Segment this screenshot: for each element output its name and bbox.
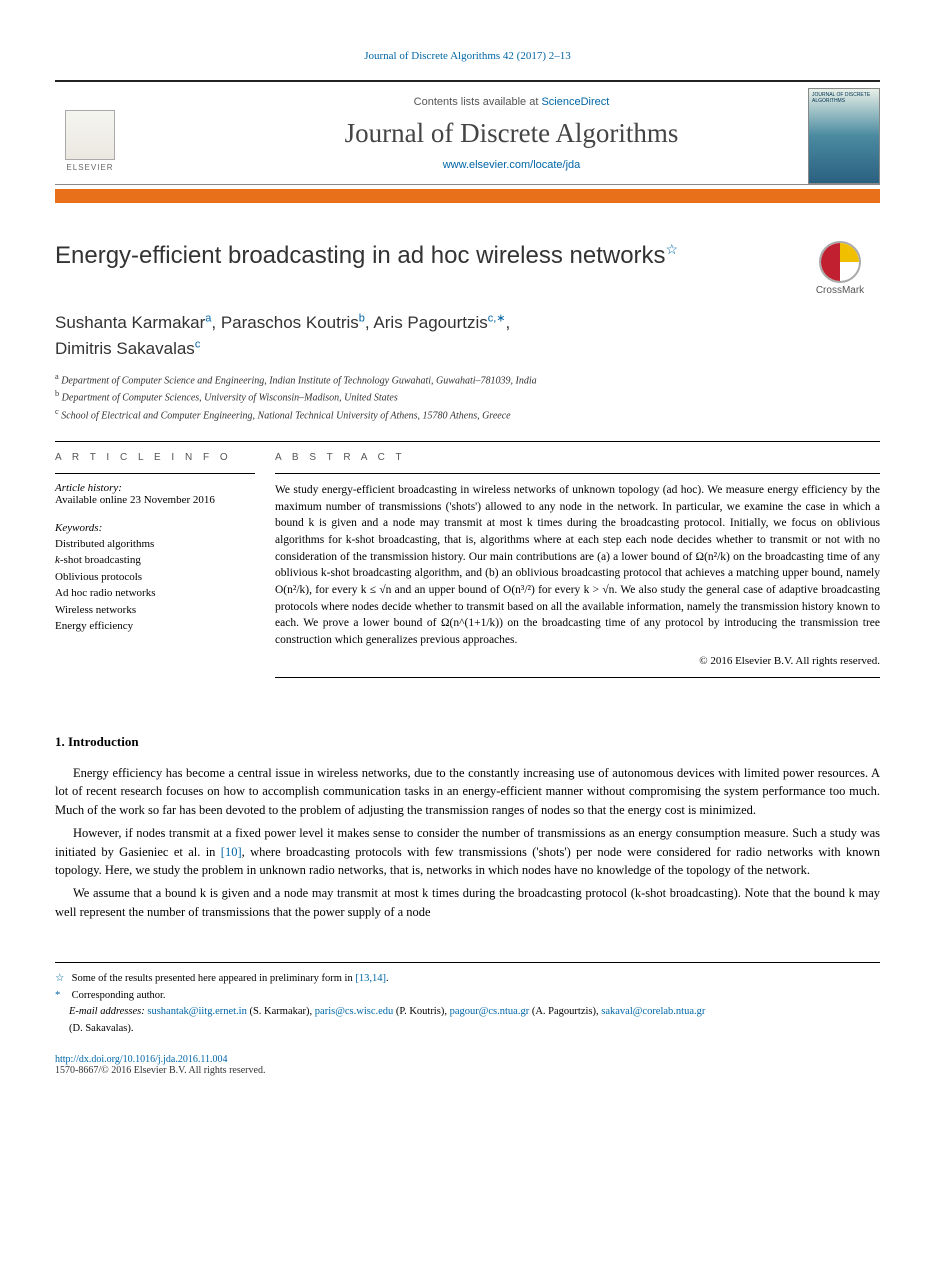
paper-title: Energy-efficient broadcasting in ad hoc … (55, 241, 800, 270)
citation-line: Journal of Discrete Algorithms 42 (2017)… (55, 50, 880, 62)
email-link[interactable]: paris@cs.wisc.edu (315, 1006, 393, 1017)
author: Sushanta Karmakara (55, 313, 211, 332)
section-heading-intro: 1. Introduction (55, 734, 880, 750)
issn-line: 1570-8667/© 2016 Elsevier B.V. All right… (55, 1065, 880, 1076)
email-link[interactable]: sakaval@corelab.ntua.gr (601, 1006, 705, 1017)
doi-link[interactable]: http://dx.doi.org/10.1016/j.jda.2016.11.… (55, 1054, 880, 1065)
affiliations: a Department of Computer Science and Eng… (55, 371, 880, 423)
affiliation: c School of Electrical and Computer Engi… (55, 406, 880, 423)
contents-prefix: Contents lists available at (414, 96, 542, 108)
emails-label: E-mail addresses: (69, 1006, 147, 1017)
elsevier-tree-icon (65, 110, 115, 160)
crossmark-icon (819, 241, 861, 283)
keyword: Ad hoc radio networks (55, 585, 255, 602)
publisher-logo[interactable]: ELSEVIER (55, 94, 125, 172)
footnote-corresponding: * Corresponding author. (55, 988, 880, 1005)
body-paragraph: Energy efficiency has become a central i… (55, 764, 880, 820)
journal-url[interactable]: www.elsevier.com/locate/jda (143, 159, 880, 171)
author-list: Sushanta Karmakara, Paraschos Koutrisb, … (55, 310, 880, 361)
author: Dimitris Sakavalasc (55, 339, 200, 358)
affiliation: b Department of Computer Sciences, Unive… (55, 388, 880, 405)
author: Paraschos Koutrisb (221, 313, 365, 332)
author: Aris Pagourtzisc,∗ (373, 313, 505, 332)
crossmark-label: CrossMark (816, 285, 864, 296)
crossmark-badge[interactable]: CrossMark (800, 241, 880, 296)
sciencedirect-link[interactable]: ScienceDirect (541, 96, 609, 108)
article-history-label: Article history: (55, 482, 255, 494)
asterisk-icon: * (55, 988, 69, 1005)
keywords-list: Distributed algorithms k-shot broadcasti… (55, 536, 255, 635)
article-info-heading: A R T I C L E I N F O (55, 452, 255, 463)
keywords-label: Keywords: (55, 522, 255, 534)
journal-header: ELSEVIER Contents lists available at Sci… (55, 80, 880, 185)
footnote-emails: E-mail addresses: sushantak@iitg.ernet.i… (55, 1004, 880, 1038)
article-info-column: A R T I C L E I N F O Article history: A… (55, 452, 275, 686)
citation-ref[interactable]: [13,14] (355, 973, 386, 984)
abstract-column: A B S T R A C T We study energy-efficien… (275, 452, 880, 686)
keyword: Oblivious protocols (55, 569, 255, 586)
footnote-preliminary: ☆ Some of the results presented here app… (55, 971, 880, 988)
abstract-heading: A B S T R A C T (275, 452, 880, 463)
body-paragraph: However, if nodes transmit at a fixed po… (55, 824, 880, 880)
publisher-name: ELSEVIER (66, 163, 113, 172)
journal-cover-thumbnail[interactable]: JOURNAL OF DISCRETE ALGORITHMS (808, 88, 880, 184)
title-text: Energy-efficient broadcasting in ad hoc … (55, 242, 666, 269)
keyword: Energy efficiency (55, 618, 255, 635)
star-icon: ☆ (55, 971, 69, 988)
article-history-text: Available online 23 November 2016 (55, 494, 255, 506)
keyword: Wireless networks (55, 602, 255, 619)
copyright-line: © 2016 Elsevier B.V. All rights reserved… (275, 655, 880, 667)
email-link[interactable]: sushantak@iitg.ernet.in (147, 1006, 246, 1017)
citation-ref[interactable]: [10] (221, 845, 242, 859)
keyword: k-shot broadcasting (55, 552, 255, 569)
body-paragraph: We assume that a bound k is given and a … (55, 884, 880, 922)
footnotes: ☆ Some of the results presented here app… (55, 962, 880, 1038)
title-footnote-marker: ☆ (666, 241, 679, 257)
abstract-text: We study energy-efficient broadcasting i… (275, 482, 880, 649)
email-link[interactable]: pagour@cs.ntua.gr (450, 1006, 530, 1017)
doi-block: http://dx.doi.org/10.1016/j.jda.2016.11.… (55, 1054, 880, 1076)
affiliation: a Department of Computer Science and Eng… (55, 371, 880, 388)
keyword: Distributed algorithms (55, 536, 255, 553)
journal-name: Journal of Discrete Algorithms (143, 118, 880, 149)
contents-available: Contents lists available at ScienceDirec… (143, 96, 880, 108)
orange-divider-bar (55, 189, 880, 203)
